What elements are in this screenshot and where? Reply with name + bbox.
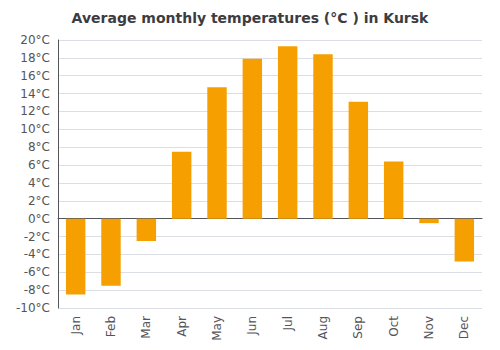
svg-text:Aug: Aug bbox=[316, 316, 330, 339]
svg-text:2°C: 2°C bbox=[28, 194, 50, 208]
svg-text:0°C: 0°C bbox=[28, 212, 50, 226]
svg-text:16°C: 16°C bbox=[20, 69, 50, 83]
svg-text:Jun: Jun bbox=[245, 316, 259, 336]
svg-text:Jul: Jul bbox=[281, 316, 295, 331]
svg-text:Dec: Dec bbox=[457, 316, 471, 339]
svg-text:Jan: Jan bbox=[69, 316, 83, 336]
svg-text:Nov: Nov bbox=[422, 316, 436, 339]
svg-text:12°C: 12°C bbox=[20, 104, 50, 118]
svg-text:-2°C: -2°C bbox=[24, 230, 50, 244]
svg-text:-6°C: -6°C bbox=[24, 265, 50, 279]
svg-text:10°C: 10°C bbox=[20, 122, 50, 136]
svg-text:Apr: Apr bbox=[175, 316, 189, 337]
svg-text:Mar: Mar bbox=[139, 316, 153, 339]
svg-text:14°C: 14°C bbox=[20, 87, 50, 101]
svg-text:-4°C: -4°C bbox=[24, 247, 50, 261]
svg-text:18°C: 18°C bbox=[20, 51, 50, 65]
svg-text:Oct: Oct bbox=[387, 316, 401, 337]
svg-text:Sep: Sep bbox=[351, 316, 365, 339]
svg-text:Feb: Feb bbox=[104, 316, 118, 337]
svg-text:20°C: 20°C bbox=[20, 33, 50, 47]
svg-text:-10°C: -10°C bbox=[16, 301, 50, 315]
svg-text:Average monthly temperatures (: Average monthly temperatures (°C ) in Ku… bbox=[72, 10, 430, 26]
svg-text:May: May bbox=[210, 316, 224, 341]
svg-text:6°C: 6°C bbox=[28, 158, 50, 172]
svg-text:4°C: 4°C bbox=[28, 176, 50, 190]
svg-text:-8°C: -8°C bbox=[24, 283, 50, 297]
svg-text:8°C: 8°C bbox=[28, 140, 50, 154]
